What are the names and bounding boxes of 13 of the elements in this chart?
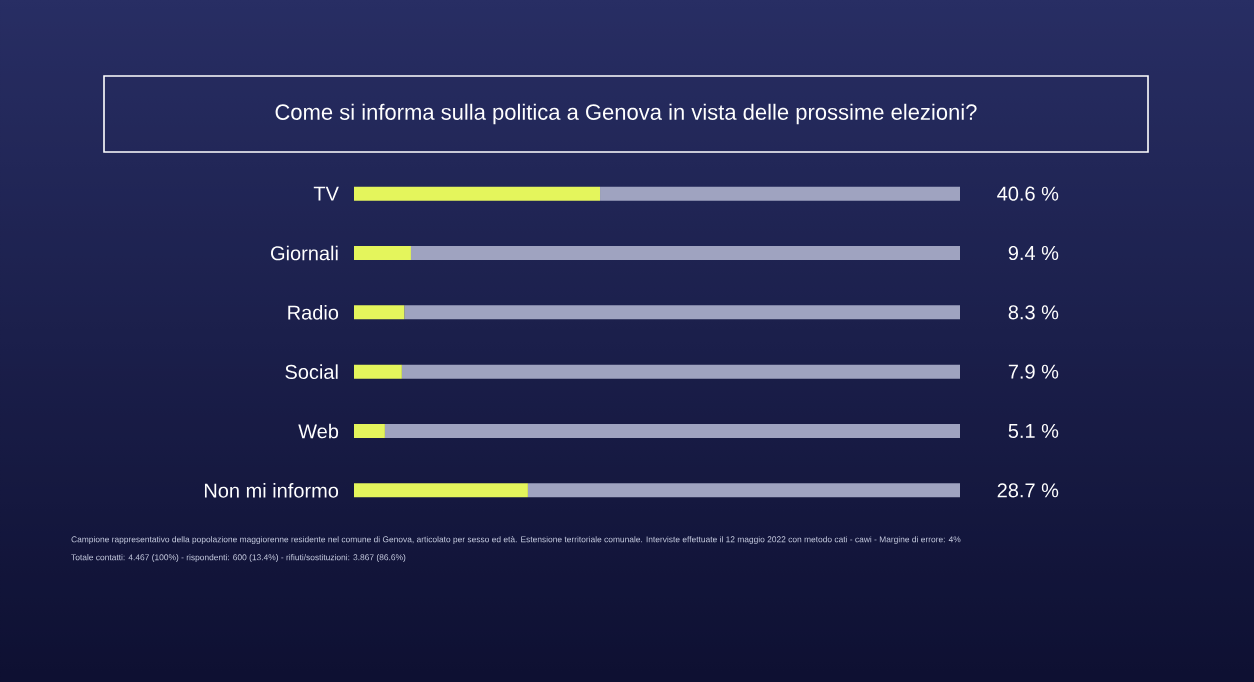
- data-label: 40.6 %: [997, 186, 1059, 201]
- y-tick-label: Web: [298, 423, 339, 439]
- y-tick-label: TV: [313, 186, 339, 201]
- data-label: 28.7 %: [997, 483, 1059, 498]
- chart-title: Come si informa sulla politica a Genova in vista delle prossime elezioni?: [275, 103, 977, 125]
- y-tick-label: Radio: [288, 305, 339, 320]
- data-label: 7.9 %: [1008, 364, 1059, 379]
- y-tick-label: Non mi informo: [204, 483, 339, 498]
- data-label: 9.4 %: [1008, 245, 1059, 261]
- y-tick-label: Social: [285, 364, 338, 380]
- data-label: 8.3 %: [1008, 305, 1059, 320]
- y-tick-label: Giornali: [271, 245, 338, 261]
- data-label: 5.1 %: [1008, 423, 1059, 439]
